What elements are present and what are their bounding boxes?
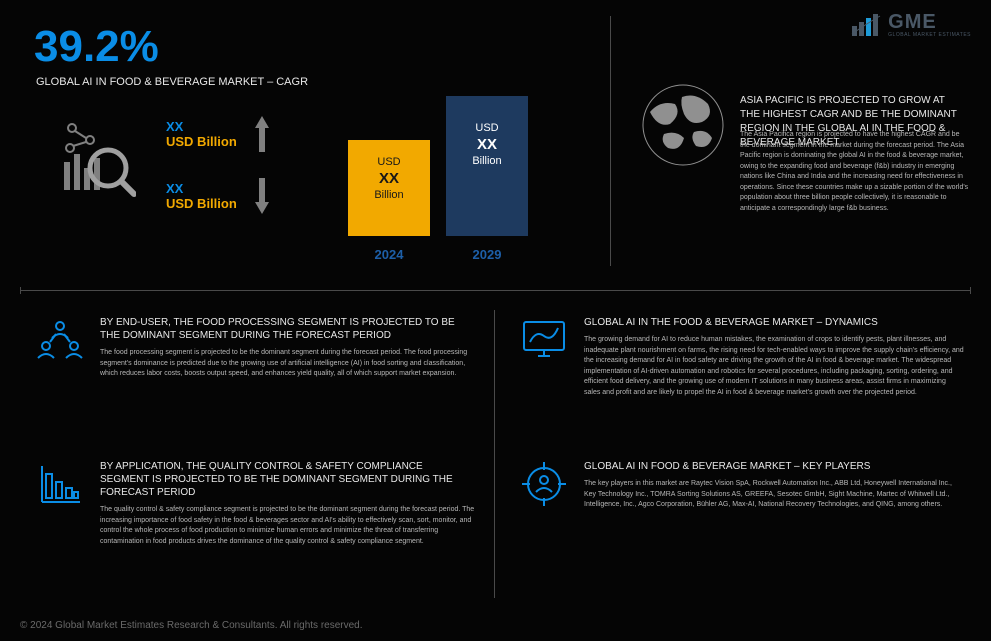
divider-vertical-top [610, 16, 611, 266]
cagr-value: 39.2% [34, 22, 159, 72]
region-body: The Asia Pacifica region is projected to… [740, 130, 970, 214]
q2-body: The growing demand for AI to reduce huma… [584, 335, 964, 398]
divider-vertical-bottom [494, 310, 495, 598]
logo-icon [850, 12, 882, 38]
q2-title: GLOBAL AI IN THE FOOD & BEVERAGE MARKET … [584, 316, 944, 329]
year-label-2024: 2024 [348, 247, 430, 262]
logo: GME GLOBAL MARKET ESTIMATES [850, 12, 971, 38]
market-size-down: XX USD Billion [166, 178, 269, 214]
size-down-unit: USD Billion [166, 196, 237, 211]
copyright-text: © 2024 Global Market Estimates Research … [20, 620, 363, 631]
arrow-up-icon [255, 116, 269, 152]
globe-icon [640, 82, 726, 168]
bar-chart-icon [36, 460, 84, 508]
bar-2029-usd: USD [475, 122, 498, 134]
size-up-unit: USD Billion [166, 134, 237, 149]
bar-2024-bil: Billion [374, 189, 403, 201]
analytics-icon [56, 118, 136, 198]
divider-horizontal [20, 290, 971, 291]
q4-title: GLOBAL AI IN FOOD & BEVERAGE MARKET – KE… [584, 460, 944, 473]
size-up-xx: XX [166, 119, 237, 134]
q1-body: The food processing segment is projected… [100, 348, 480, 380]
q1-title: BY END-USER, THE FOOD PROCESSING SEGMENT… [100, 316, 460, 342]
people-icon [36, 316, 84, 364]
q3-title: BY APPLICATION, THE QUALITY CONTROL & SA… [100, 460, 460, 499]
bar-2024-usd: USD [377, 156, 400, 168]
quadrant-dynamics: GLOBAL AI IN THE FOOD & BEVERAGE MARKET … [520, 316, 964, 398]
q4-body: The key players in this market are Rayte… [584, 479, 964, 511]
bar-2024: USD XX Billion [348, 140, 430, 236]
bar-2029: USD XX Billion [446, 96, 528, 236]
logo-subtext: GLOBAL MARKET ESTIMATES [888, 32, 971, 38]
arrow-down-icon [255, 178, 269, 214]
size-down-xx: XX [166, 181, 237, 196]
quadrant-end-user: BY END-USER, THE FOOD PROCESSING SEGMENT… [36, 316, 480, 380]
market-size-up: XX USD Billion [166, 116, 269, 152]
quadrant-application: BY APPLICATION, THE QUALITY CONTROL & SA… [36, 460, 480, 547]
cagr-label: GLOBAL AI IN FOOD & BEVERAGE MARKET – CA… [36, 76, 308, 88]
target-person-icon [520, 460, 568, 508]
monitor-chart-icon [520, 316, 568, 364]
quadrant-key-players: GLOBAL AI IN FOOD & BEVERAGE MARKET – KE… [520, 460, 964, 511]
year-label-2029: 2029 [446, 247, 528, 262]
bar-2029-bil: Billion [472, 155, 501, 167]
bar-2024-xx: XX [379, 170, 399, 187]
q3-body: The quality control & safety compliance … [100, 505, 480, 547]
market-bar-chart: USD XX Billion USD XX Billion 2024 2029 [348, 96, 568, 266]
logo-text: GME [888, 12, 971, 32]
market-size-block: XX USD Billion XX USD Billion [166, 116, 269, 240]
bar-2029-xx: XX [477, 136, 497, 153]
